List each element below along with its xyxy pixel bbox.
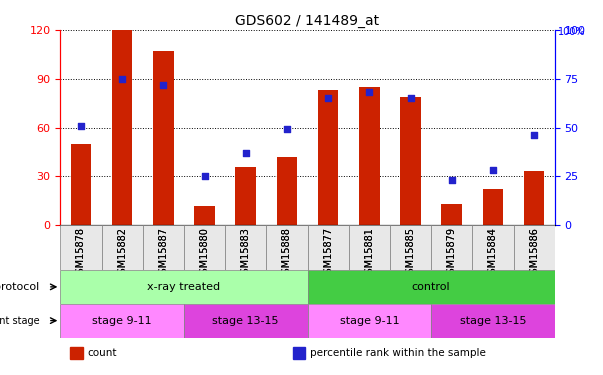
Text: GSM15880: GSM15880 (200, 227, 209, 280)
Text: x-ray treated: x-ray treated (147, 282, 221, 292)
Text: stage 13-15: stage 13-15 (459, 316, 526, 326)
Point (364, 89, 374, 95)
Bar (524, 171, 545, 225)
Text: GSM15885: GSM15885 (406, 227, 415, 280)
Point (529, 132, 539, 138)
Text: stage 13-15: stage 13-15 (212, 316, 279, 326)
FancyBboxPatch shape (472, 225, 514, 270)
FancyBboxPatch shape (390, 225, 431, 270)
Text: GSM15886: GSM15886 (529, 227, 539, 280)
Text: control: control (412, 282, 450, 292)
Bar (71, 144, 91, 225)
Bar (70, 346, 83, 358)
Text: GSM15878: GSM15878 (76, 227, 86, 280)
Point (159, 82, 168, 88)
Point (76, 123, 86, 129)
Text: GSM15888: GSM15888 (282, 227, 292, 280)
Text: GSM15884: GSM15884 (488, 227, 498, 280)
Text: GSM15883: GSM15883 (241, 227, 251, 280)
Text: GSM15882: GSM15882 (117, 227, 127, 280)
Text: GSM15879: GSM15879 (447, 227, 456, 280)
Text: protocol: protocol (0, 282, 40, 292)
Text: GSM15877: GSM15877 (323, 227, 333, 280)
FancyBboxPatch shape (431, 225, 472, 270)
Point (447, 177, 456, 183)
Text: percentile rank within the sample: percentile rank within the sample (310, 348, 486, 357)
Bar (153, 51, 174, 225)
Text: GSM15885: GSM15885 (406, 227, 415, 280)
FancyBboxPatch shape (514, 225, 555, 270)
Text: GSM15883: GSM15883 (241, 227, 251, 280)
Text: stage 9-11: stage 9-11 (339, 316, 399, 326)
FancyBboxPatch shape (101, 225, 143, 270)
Text: development stage: development stage (0, 316, 40, 326)
FancyBboxPatch shape (60, 225, 101, 270)
FancyBboxPatch shape (143, 225, 184, 270)
Text: GSM15880: GSM15880 (200, 227, 209, 280)
Point (406, 95, 415, 101)
Text: GSM15888: GSM15888 (282, 227, 292, 280)
FancyBboxPatch shape (60, 304, 184, 338)
Point (117, 76, 127, 82)
FancyBboxPatch shape (60, 270, 308, 304)
Text: GSM15879: GSM15879 (447, 227, 456, 280)
Text: GSM15882: GSM15882 (117, 227, 127, 280)
Text: GSM15881: GSM15881 (364, 227, 374, 280)
FancyBboxPatch shape (184, 225, 225, 270)
Bar (235, 166, 256, 225)
Text: GSM15877: GSM15877 (323, 227, 333, 280)
FancyBboxPatch shape (184, 304, 308, 338)
Text: GSM15881: GSM15881 (364, 227, 374, 280)
Text: stage 9-11: stage 9-11 (92, 316, 152, 326)
Title: GDS602 / 141489_at: GDS602 / 141489_at (235, 13, 380, 28)
Point (323, 95, 333, 101)
FancyBboxPatch shape (308, 304, 431, 338)
Text: GSM15886: GSM15886 (529, 227, 539, 280)
Point (488, 167, 498, 173)
Bar (359, 87, 380, 225)
Bar (277, 157, 297, 225)
Text: GSM15884: GSM15884 (488, 227, 498, 280)
Point (200, 173, 209, 179)
Text: GSM15878: GSM15878 (76, 227, 86, 280)
Text: 100%: 100% (558, 27, 585, 37)
FancyBboxPatch shape (308, 225, 349, 270)
FancyBboxPatch shape (349, 225, 390, 270)
FancyBboxPatch shape (225, 225, 267, 270)
Bar (400, 97, 421, 225)
FancyBboxPatch shape (431, 304, 555, 338)
FancyBboxPatch shape (267, 225, 308, 270)
Bar (194, 206, 215, 225)
Point (282, 126, 292, 132)
Bar (112, 30, 133, 225)
Bar (482, 189, 504, 225)
Text: GSM15887: GSM15887 (159, 227, 168, 280)
Text: GSM15887: GSM15887 (159, 227, 168, 280)
FancyBboxPatch shape (308, 270, 555, 304)
Text: count: count (87, 348, 117, 357)
Bar (292, 346, 305, 358)
Bar (318, 90, 338, 225)
Point (241, 150, 251, 156)
Bar (441, 204, 462, 225)
